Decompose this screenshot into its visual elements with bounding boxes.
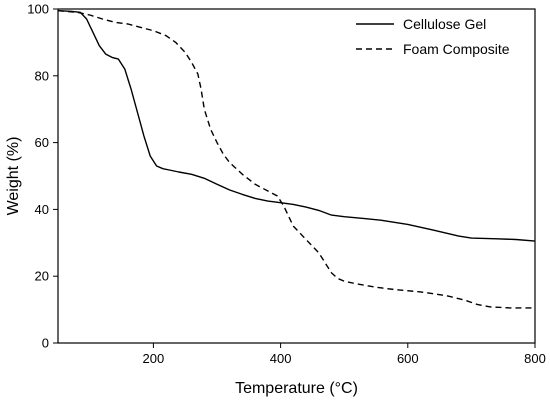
y-tick-label: 20 (35, 269, 49, 284)
y-tick-label: 100 (27, 2, 49, 17)
y-tick-label: 40 (35, 202, 49, 217)
legend-label-1: Foam Composite (403, 41, 510, 57)
plot-frame (57, 8, 536, 344)
legend-label-0: Cellulose Gel (403, 16, 486, 32)
series-line-0 (57, 10, 536, 242)
legend: Cellulose Gel Foam Composite (356, 16, 510, 57)
y-tick-label: 80 (35, 68, 49, 83)
y-tick-label: 0 (42, 336, 49, 351)
x-tick-label: 400 (270, 351, 292, 366)
x-axis-label: Temperature (°C) (235, 380, 358, 397)
y-axis-ticks: 0 20 40 60 80 100 (27, 2, 58, 351)
plot-lines (57, 10, 536, 309)
series-line-1 (57, 10, 535, 309)
y-axis-label: Weight (%) (5, 137, 22, 216)
x-tick-label: 200 (143, 351, 165, 366)
x-tick-label: 600 (397, 351, 419, 366)
x-axis-ticks: 200 400 600 800 (143, 343, 546, 366)
y-tick-label: 60 (35, 135, 49, 150)
x-tick-label: 800 (524, 351, 546, 366)
